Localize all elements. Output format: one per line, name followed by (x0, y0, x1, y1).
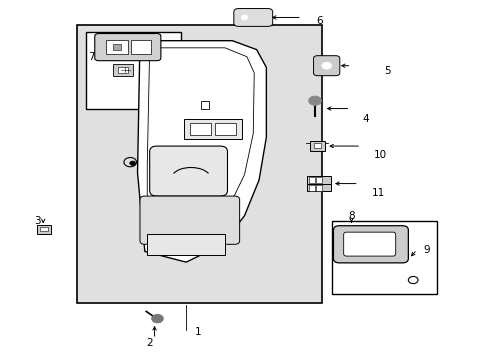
Circle shape (241, 15, 247, 20)
Bar (201, 102, 209, 109)
FancyBboxPatch shape (333, 226, 407, 263)
Bar (306, 176, 330, 184)
Bar (106, 40, 127, 54)
Text: 10: 10 (373, 150, 386, 160)
Bar (118, 67, 127, 73)
Bar (131, 40, 150, 54)
Bar (308, 185, 314, 191)
Text: 2: 2 (146, 338, 153, 347)
Bar (40, 227, 48, 231)
Bar (113, 44, 120, 50)
Bar (316, 177, 322, 183)
FancyBboxPatch shape (140, 196, 239, 244)
Polygon shape (137, 41, 266, 262)
Circle shape (308, 96, 321, 105)
Text: 3: 3 (35, 216, 41, 226)
FancyBboxPatch shape (313, 56, 339, 76)
Bar (331, 221, 436, 294)
Text: 11: 11 (371, 188, 384, 198)
Circle shape (129, 161, 135, 165)
Bar (215, 123, 236, 135)
Bar (113, 64, 132, 76)
Bar (77, 24, 322, 303)
Circle shape (321, 62, 331, 69)
Text: 1: 1 (195, 327, 201, 337)
Bar (147, 234, 224, 255)
Bar (316, 185, 322, 191)
FancyBboxPatch shape (233, 9, 272, 26)
Text: 6: 6 (316, 16, 323, 26)
Bar (183, 119, 242, 139)
Text: 5: 5 (384, 66, 390, 76)
Bar (308, 177, 314, 183)
Text: 8: 8 (347, 211, 354, 221)
FancyBboxPatch shape (149, 146, 227, 196)
FancyBboxPatch shape (343, 232, 395, 256)
Bar (313, 143, 321, 148)
Bar (86, 32, 181, 109)
Bar (306, 184, 330, 192)
Text: 7: 7 (88, 52, 95, 62)
Circle shape (151, 314, 163, 323)
Bar (190, 123, 210, 135)
Text: 9: 9 (423, 245, 429, 255)
FancyBboxPatch shape (95, 33, 161, 61)
Bar (309, 141, 325, 151)
Bar (37, 225, 51, 234)
Text: 4: 4 (362, 114, 368, 124)
